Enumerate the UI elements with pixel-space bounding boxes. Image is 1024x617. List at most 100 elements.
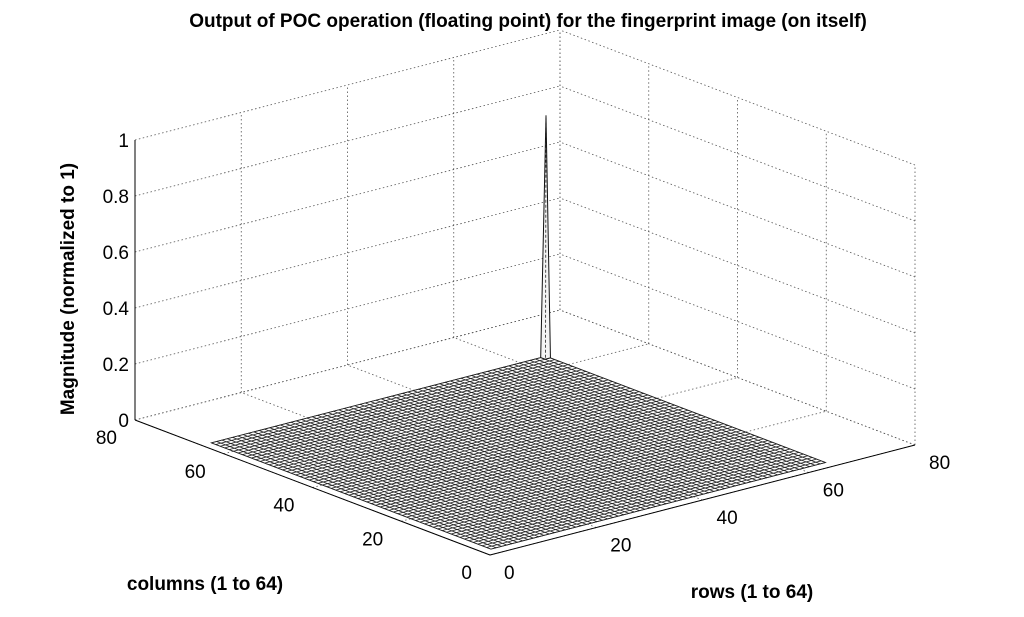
- mesh-line: [423, 387, 704, 495]
- grid-line: [134, 197, 561, 309]
- z-tick-label: 0.6: [103, 243, 129, 264]
- mesh-line: [348, 408, 684, 496]
- grid-line: [347, 364, 703, 501]
- mesh-line: [237, 365, 573, 454]
- mesh-line: [258, 430, 539, 538]
- mesh-line: [290, 421, 571, 529]
- grid-line: [241, 392, 597, 528]
- grid-line: [453, 337, 809, 473]
- mesh-line: [328, 412, 608, 520]
- grid-line: [559, 29, 916, 166]
- mesh-line: [406, 430, 742, 518]
- mesh-line: [313, 394, 649, 483]
- mesh-line: [455, 379, 736, 487]
- mesh-line: [464, 452, 800, 540]
- mesh-line: [418, 388, 699, 496]
- mesh-line: [434, 384, 715, 492]
- mesh-line: [459, 450, 795, 538]
- mesh-line: [353, 409, 689, 498]
- mesh-line: [375, 399, 656, 507]
- mesh-line: [338, 409, 619, 517]
- mesh-line: [450, 380, 731, 488]
- mesh-line: [473, 455, 808, 543]
- mesh-line: [477, 457, 813, 545]
- mesh-line: [308, 392, 644, 481]
- mesh-line: [444, 381, 725, 490]
- y-axis-ticks: 0 20 40 60 80: [96, 428, 472, 584]
- mesh-line: [388, 423, 724, 511]
- mesh-line: [312, 416, 592, 524]
- mesh-line: [359, 403, 640, 512]
- mesh-line: [333, 410, 614, 518]
- mesh-line: [439, 383, 720, 491]
- mesh-line: [437, 441, 773, 530]
- z-tick-label: 0.8: [103, 187, 129, 208]
- mesh-line: [468, 453, 804, 542]
- mesh-line: [285, 423, 566, 531]
- x-tick-label: 80: [929, 453, 950, 474]
- mesh-line: [331, 401, 666, 489]
- y-tick-label: 40: [273, 496, 294, 517]
- mesh-line: [466, 376, 747, 484]
- mesh-line: [391, 395, 672, 503]
- mesh-line: [481, 458, 817, 547]
- mesh-line: [301, 419, 582, 527]
- mesh-line: [357, 411, 693, 499]
- mesh-line: [317, 396, 653, 484]
- mesh-line: [433, 440, 768, 528]
- mesh-line: [242, 367, 578, 456]
- x-axis-line: [489, 444, 916, 556]
- mesh-line: [524, 361, 805, 469]
- mesh-line: [446, 445, 782, 533]
- mesh-line: [393, 425, 729, 513]
- mesh-line: [339, 404, 675, 493]
- grid-line: [134, 85, 561, 197]
- mesh-line: [243, 434, 523, 542]
- mesh-line: [304, 391, 640, 479]
- mesh-line: [335, 403, 671, 491]
- z-tick-label: 0: [118, 411, 129, 432]
- mesh-line: [317, 414, 598, 523]
- mesh-line: [211, 442, 492, 550]
- mesh-line: [280, 424, 561, 532]
- mesh-line: [220, 359, 555, 447]
- mesh-line: [471, 375, 752, 483]
- grid-line: [559, 85, 916, 222]
- mesh-line: [413, 390, 693, 498]
- x-tick-label: 40: [717, 508, 738, 529]
- mesh-line: [269, 427, 550, 535]
- mesh-line: [428, 438, 764, 526]
- mesh-line: [273, 379, 609, 467]
- x-tick-label: 60: [823, 481, 844, 502]
- mesh-line: [402, 428, 737, 516]
- mesh-line: [232, 436, 513, 545]
- mesh-line: [365, 402, 646, 510]
- mesh-line: [224, 360, 560, 449]
- mesh-line: [407, 391, 688, 499]
- mesh-line: [490, 462, 826, 550]
- mesh-line: [362, 413, 697, 501]
- z-tick-label: 0.4: [103, 299, 130, 320]
- grid-line: [559, 141, 916, 278]
- mesh-line: [545, 355, 826, 463]
- mesh-line: [264, 428, 545, 536]
- mesh-line: [291, 386, 626, 474]
- mesh-line: [519, 362, 800, 470]
- surface-mesh: [209, 355, 827, 550]
- mesh-line: [486, 460, 822, 548]
- mesh-line: [260, 374, 595, 462]
- y-axis-line: [134, 419, 491, 556]
- x-axis-ticks: 0 20 40 60 80: [504, 453, 950, 584]
- mesh-line: [540, 357, 821, 465]
- mesh-line: [498, 368, 778, 476]
- mesh-line: [268, 377, 604, 466]
- mesh-line: [354, 405, 635, 513]
- mesh-line: [384, 421, 720, 510]
- mesh-line: [535, 358, 816, 466]
- mesh-line: [460, 377, 741, 485]
- mesh-line: [282, 382, 618, 471]
- mesh-line: [529, 359, 810, 468]
- mesh-line: [228, 362, 564, 450]
- mesh-line: [306, 417, 587, 525]
